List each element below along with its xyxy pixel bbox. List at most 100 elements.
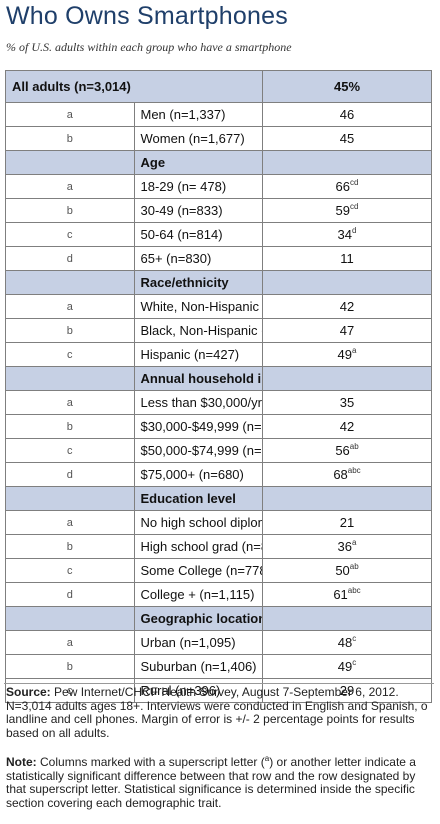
row-label: Less than $30,000/yr (n=876)	[133, 390, 263, 415]
row-value-cell: 50ab	[262, 558, 432, 583]
row-value: 49	[337, 347, 352, 362]
row-letter: a	[5, 510, 135, 535]
section-header-spacer	[5, 270, 135, 295]
row-value-cell: 66cd	[262, 174, 432, 199]
row-letter: b	[5, 414, 135, 439]
row-value: 61	[333, 587, 348, 602]
row-letter: b	[5, 318, 135, 343]
row-value-cell: 68abc	[262, 462, 432, 487]
row-value: 36	[337, 539, 352, 554]
source-block: Source: Pew Internet/CHCF Health Survey,…	[6, 686, 440, 740]
row-label: 18-29 (n= 478)	[133, 174, 263, 199]
row-value-cell: 42	[262, 414, 432, 439]
row-value-cell: 36a	[262, 534, 432, 559]
row-label: Hispanic (n=427)	[133, 342, 263, 367]
row-value: 66	[335, 179, 350, 194]
row-letter: c	[5, 222, 135, 247]
row-value-cell: 59cd	[262, 198, 432, 223]
row-value-cell: 48c	[262, 630, 432, 655]
significance-superscript: cd	[350, 178, 359, 187]
row-label: 30-49 (n=833)	[133, 198, 263, 223]
row-label: Men (n=1,337)	[133, 102, 263, 127]
section-header-row: Education level	[5, 486, 432, 511]
row-value-cell: 42	[262, 294, 432, 319]
significance-superscript: abc	[347, 466, 361, 475]
row-letter: b	[5, 126, 135, 151]
table-row: aNo high school diploma (n=269) 21	[5, 510, 432, 535]
row-value-cell: 29	[262, 678, 432, 703]
note-line-4: section covering each demographic trait.	[6, 795, 222, 810]
note-text-b: ) or another letter indicate a	[269, 755, 416, 769]
section-header: Race/ethnicity	[133, 270, 263, 295]
section-header-row: Race/ethnicity	[5, 270, 432, 295]
row-label: High school grad (n=830)	[133, 534, 263, 559]
table-row: a 18-29 (n= 478) 66cd	[5, 174, 432, 199]
table-row: a Urban (n=1,095) 48c	[5, 630, 432, 655]
row-label: White, Non-Hispanic (n=1,864)	[133, 294, 263, 319]
row-label: $50,000-$74,999 (n=371)	[133, 438, 263, 463]
row-value: 50	[335, 563, 350, 578]
table-row: c$50,000-$74,999 (n=371)56ab	[5, 438, 432, 463]
row-label: 50-64 (n=814)	[133, 222, 263, 247]
row-value: 49	[337, 659, 353, 674]
significance-superscript: c	[352, 658, 357, 667]
section-header: Age	[133, 150, 263, 175]
total-value: 45%	[262, 70, 432, 103]
row-value: 11	[340, 251, 354, 266]
significance-superscript: abc	[347, 586, 361, 595]
section-header: Education level	[133, 486, 263, 511]
note-label: Note:	[6, 755, 37, 769]
page-subtitle: % of U.S. adults within each group who h…	[6, 40, 292, 54]
row-letter: a	[5, 294, 135, 319]
table-row: a Men (n=1,337) 46	[5, 102, 432, 127]
source-divider	[4, 683, 434, 684]
row-value: 42	[339, 419, 355, 434]
section-header-value	[262, 366, 432, 391]
significance-superscript: cd	[350, 202, 359, 211]
significance-superscript: a	[352, 538, 357, 547]
row-value: 35	[339, 395, 355, 410]
note-line-2: statistically significant difference bet…	[6, 768, 416, 783]
row-letter: b	[5, 534, 135, 559]
row-value: 56	[335, 443, 350, 458]
table-row: d $75,000+ (n=680) 68abc	[5, 462, 432, 487]
row-value: 46	[339, 107, 355, 122]
row-value: 21	[339, 515, 355, 530]
source-line-2: N=3,014 adults ages 18+. Interviews were…	[6, 698, 428, 713]
section-header-value	[262, 270, 432, 295]
note-line-3: that superscript letter. Statistical sig…	[6, 782, 415, 797]
section-header-value	[262, 150, 432, 175]
section-header-row: Annual household income	[5, 366, 432, 391]
section-header-spacer	[5, 366, 135, 391]
row-letter: c	[5, 342, 135, 367]
row-letter: a	[5, 630, 135, 655]
row-label: Suburban (n=1,406)	[133, 654, 263, 679]
row-value-cell: 49a	[262, 342, 432, 367]
table-row: c Some College (n=778) 50ab	[5, 558, 432, 583]
row-label: Some College (n=778)	[133, 558, 263, 583]
table-row: b Suburban (n=1,406) 49c	[5, 654, 432, 679]
note-text-a: Columns marked with a superscript letter…	[40, 755, 265, 769]
row-label: 65+ (n=830)	[133, 246, 263, 271]
row-letter: d	[5, 582, 135, 607]
row-value: 59	[335, 203, 350, 218]
row-letter: a	[5, 102, 135, 127]
section-header-spacer	[5, 606, 135, 631]
row-value-cell: 49c	[262, 654, 432, 679]
row-label: $75,000+ (n=680)	[133, 462, 263, 487]
source-line-4: based on all adults.	[6, 725, 110, 740]
significance-superscript: a	[352, 346, 357, 355]
table-row: b$30,000-$49,999 (n=523) 42	[5, 414, 432, 439]
source-line-1: Source: Pew Internet/CHCF Health Survey,…	[6, 686, 440, 700]
section-header-spacer	[5, 150, 135, 175]
row-letter: c	[5, 678, 135, 703]
row-value: 68	[333, 467, 348, 482]
row-value-cell: 56ab	[262, 438, 432, 463]
source-label: Source:	[6, 686, 51, 699]
row-value-cell: 34d	[262, 222, 432, 247]
